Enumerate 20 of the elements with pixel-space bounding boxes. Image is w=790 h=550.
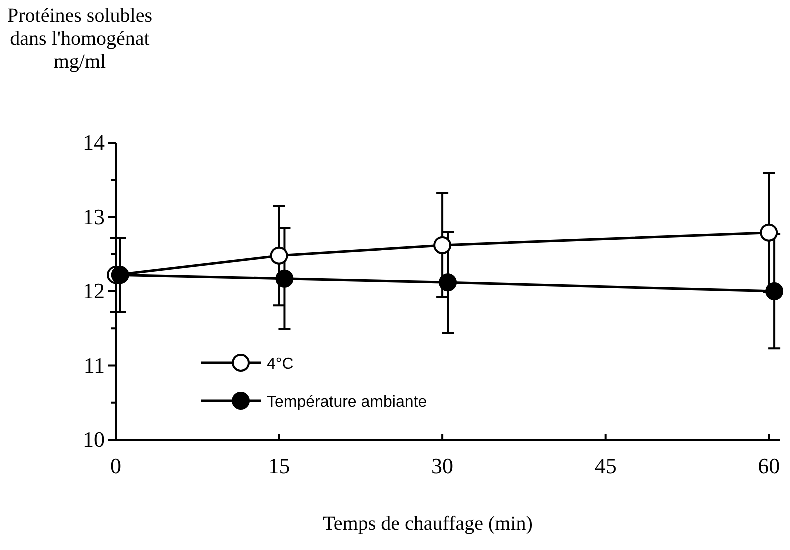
point — [760, 224, 778, 242]
x-axis-title: Temps de chauffage (min) — [323, 513, 533, 535]
y-tick-label: 10 — [83, 427, 105, 452]
x-tick-label: 0 — [110, 454, 122, 479]
y-tick-label: 13 — [83, 204, 105, 230]
point — [439, 274, 457, 292]
y-axis-title: Protéines solubles dans l'homogénat mg/ml — [8, 5, 153, 73]
y-tick-label: 14 — [83, 130, 105, 156]
y-tick-label: 11 — [84, 352, 105, 378]
point — [270, 246, 288, 265]
legend-label: 4°C — [267, 356, 294, 373]
x-tick-label: 30 — [432, 454, 454, 479]
point — [276, 270, 294, 288]
x-tick-label: 60 — [758, 454, 780, 479]
point — [766, 282, 784, 300]
y-tick-label: 12 — [83, 278, 105, 304]
point — [434, 236, 452, 254]
x-tick-label: 45 — [594, 454, 617, 479]
x-tick-label: 15 — [268, 454, 290, 479]
legend-label: Température ambiante — [267, 394, 428, 411]
